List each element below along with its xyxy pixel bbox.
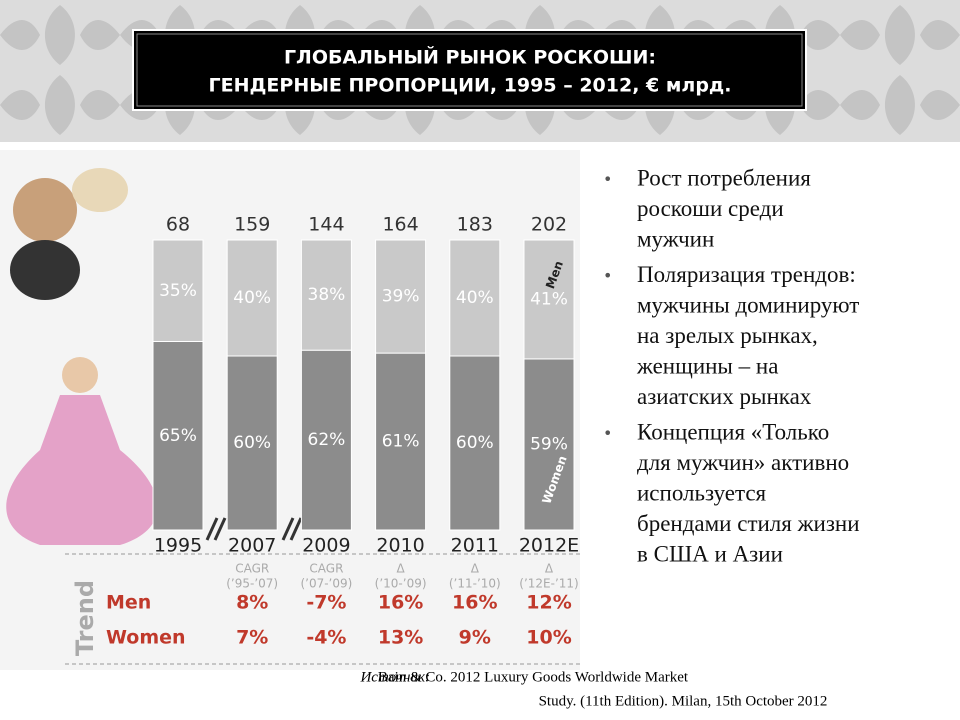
total-label: 144 — [308, 214, 344, 236]
bullet-text: брендами стиля жизни — [637, 511, 860, 536]
bullet-text: Концепция «Только — [637, 419, 829, 444]
bar-segment — [300, 239, 352, 351]
bar-segment — [523, 358, 575, 531]
x-tick-label: 2009 — [302, 535, 350, 557]
bar-segment — [300, 349, 352, 531]
source-line: Bain & Co. 2012 Luxury Goods Worldwide M… — [378, 669, 689, 685]
trend-value: 9% — [459, 627, 491, 649]
trend-row-name: Men — [106, 592, 151, 614]
bullet-text: мужчин — [637, 226, 714, 251]
bullet-text: на зрелых рынках, — [637, 323, 818, 348]
total-label: 159 — [234, 214, 270, 236]
bar-segment — [449, 239, 501, 357]
trend-value: -4% — [306, 627, 346, 649]
value-label: 38% — [308, 285, 346, 305]
bar-segment — [152, 239, 204, 342]
trend-value: 16% — [378, 592, 423, 614]
bullet-text: азиатских рынках — [637, 384, 812, 409]
value-label: 40% — [456, 288, 494, 308]
bar-segment — [375, 239, 427, 354]
bullet-text: для мужчин» активно — [637, 450, 849, 475]
x-tick-label: 1995 — [154, 535, 202, 557]
title-line: ГЛОБАЛЬНЫЙ РЫНОК РОСКОШИ: — [284, 46, 656, 69]
decoration — [6, 168, 158, 545]
bar-segment — [523, 239, 575, 360]
title-line: ГЕНДЕРНЫЕ ПРОПОРЦИИ, 1995 – 2012, € млрд… — [209, 75, 732, 97]
bar-segment — [375, 352, 427, 531]
x-tick-label: 2007 — [228, 535, 276, 557]
value-label: 59% — [530, 434, 568, 454]
trend-label: Trend — [71, 580, 99, 656]
trend-value: 13% — [378, 627, 423, 649]
source-line: Study. (11th Edition). Milan, 15th Octob… — [539, 693, 828, 709]
value-label: 39% — [382, 287, 420, 307]
bullet-text: используется — [637, 480, 767, 505]
period-label: (’95-’07) — [226, 577, 278, 591]
period-label: (’11-’10) — [449, 577, 501, 591]
bar-segment — [152, 341, 204, 531]
period-label: (’07-’09) — [300, 577, 352, 591]
value-label: 35% — [159, 281, 197, 301]
value-label: 65% — [159, 426, 197, 446]
trend-value: 10% — [526, 627, 571, 649]
period-label: (’12E-’11) — [519, 577, 578, 591]
value-label: 62% — [308, 430, 346, 450]
total-label: 68 — [166, 214, 190, 236]
period-label: Δ — [396, 562, 405, 576]
trend-value: 16% — [452, 592, 497, 614]
bullet-text: в США и Азии — [637, 541, 783, 566]
trend-value: 7% — [236, 627, 268, 649]
bullet-text: Рост потребления — [637, 165, 811, 190]
period-label: (’10-’09) — [375, 577, 427, 591]
total-label: 202 — [531, 214, 567, 236]
bar-segment — [226, 239, 278, 357]
bullet-dot: • — [603, 170, 612, 189]
value-label: 40% — [233, 288, 271, 308]
bullet-text: женщины – на — [636, 353, 778, 378]
bullet-text: мужчины доминируют — [637, 292, 859, 317]
period-label: Δ — [545, 562, 554, 576]
x-tick-label: 2011 — [451, 535, 499, 557]
total-label: 164 — [382, 214, 418, 236]
bullet-text: роскоши среди — [637, 196, 784, 221]
axis-break — [205, 517, 303, 541]
x-tick-label: 2012E — [519, 535, 579, 557]
title-box-inner — [136, 33, 803, 107]
period-label: Δ — [471, 562, 480, 576]
trend-value: -7% — [306, 592, 346, 614]
value-label: 41% — [530, 289, 568, 309]
bar-segment — [226, 355, 278, 531]
trend-value: 8% — [236, 592, 268, 614]
trend-row-name: Women — [106, 627, 186, 649]
bullet-dot: • — [603, 266, 612, 285]
value-label: 60% — [456, 433, 494, 453]
x-tick-label: 2010 — [376, 535, 424, 557]
source-label: Источник: — [359, 669, 430, 685]
bar-segment — [449, 355, 501, 531]
period-label: CAGR — [235, 562, 269, 576]
period-label: CAGR — [309, 562, 343, 576]
title-box — [132, 29, 807, 111]
bullet-text: Поляризация трендов: — [637, 262, 856, 287]
trend-value: 12% — [526, 592, 571, 614]
bullet-dot: • — [603, 424, 612, 443]
value-label: 61% — [382, 432, 420, 452]
total-label: 183 — [457, 214, 493, 236]
value-label: 60% — [233, 433, 271, 453]
